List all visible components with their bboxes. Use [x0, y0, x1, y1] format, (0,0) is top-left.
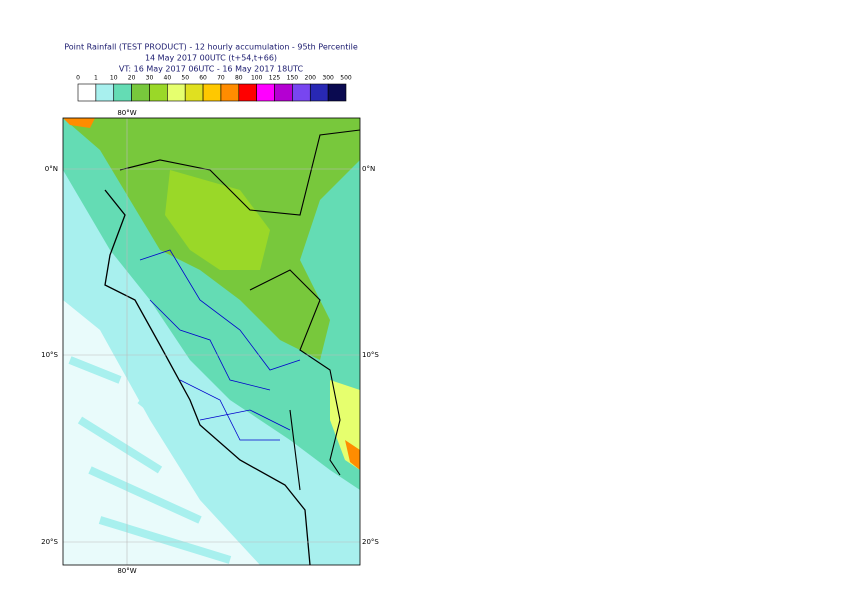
legend-label: 20: [128, 75, 136, 82]
dry-ocean: [63, 300, 260, 565]
title-line: Point Rainfall (TEST PRODUCT) - 12 hourl…: [64, 43, 358, 52]
legend-swatch: [256, 83, 275, 102]
legend-label: 0: [76, 75, 80, 82]
region-border: [139, 249, 301, 441]
rainfall-map: [63, 118, 360, 565]
legend-label: 80: [235, 75, 243, 82]
lon-label: 80°W: [117, 567, 136, 575]
lat-label: 10°S: [362, 351, 379, 359]
legend-label: 30: [146, 75, 154, 82]
heavy-area: [63, 118, 95, 128]
legend-swatch: [77, 83, 97, 102]
legend-swatch: [131, 83, 150, 102]
title: Point Rainfall (TEST PRODUCT) - 12 hourl…: [64, 43, 358, 74]
legend-label: 10: [110, 75, 118, 82]
legend-label: 300: [322, 75, 334, 82]
legend-swatch: [327, 83, 347, 102]
legend-swatch: [238, 83, 257, 102]
map-frame: [62, 117, 361, 566]
legend-label: 70: [217, 75, 225, 82]
ocean-streaks: [68, 356, 232, 564]
legend-swatch: [202, 83, 222, 102]
border: [119, 129, 360, 491]
legend-swatch: [274, 83, 293, 102]
legend-label: 150: [287, 75, 299, 82]
legend-swatch: [309, 83, 329, 102]
legend-swatch: [113, 83, 132, 102]
title-line: VT: 16 May 2017 06UTC - 16 May 2017 18UT…: [119, 65, 304, 74]
lat-label: 20°S: [362, 538, 379, 546]
lat-label: 0°N: [45, 165, 58, 173]
legend-label: 500: [340, 75, 352, 82]
legend-swatch: [95, 83, 115, 102]
legend-label: 40: [164, 75, 172, 82]
legend-label: 200: [305, 75, 317, 82]
legend-swatch: [149, 83, 168, 102]
legend-swatch: [184, 83, 204, 102]
coastline: [104, 189, 311, 565]
heavy-area: [345, 440, 360, 470]
heavy-area: [165, 170, 270, 270]
lon-label: 80°W: [117, 109, 136, 117]
legend-label: 100: [251, 75, 263, 82]
legend-swatch: [220, 83, 240, 102]
legend-swatch: [167, 83, 186, 102]
lat-label: 20°S: [41, 538, 58, 546]
legend-label: 60: [199, 75, 207, 82]
legend-swatch: [292, 83, 311, 102]
title-line: 14 May 2017 00UTC (t+54,t+66): [145, 54, 277, 63]
legend-label: 125: [269, 75, 281, 82]
legend: 0 1 10 20 30 40 50 60 70 80 100 125 150 200 300 500: [76, 75, 352, 102]
lat-label: 10°S: [41, 351, 58, 359]
legend-label: 1: [94, 75, 98, 82]
lat-label: 0°N: [362, 165, 375, 173]
legend-label: 50: [181, 75, 189, 82]
